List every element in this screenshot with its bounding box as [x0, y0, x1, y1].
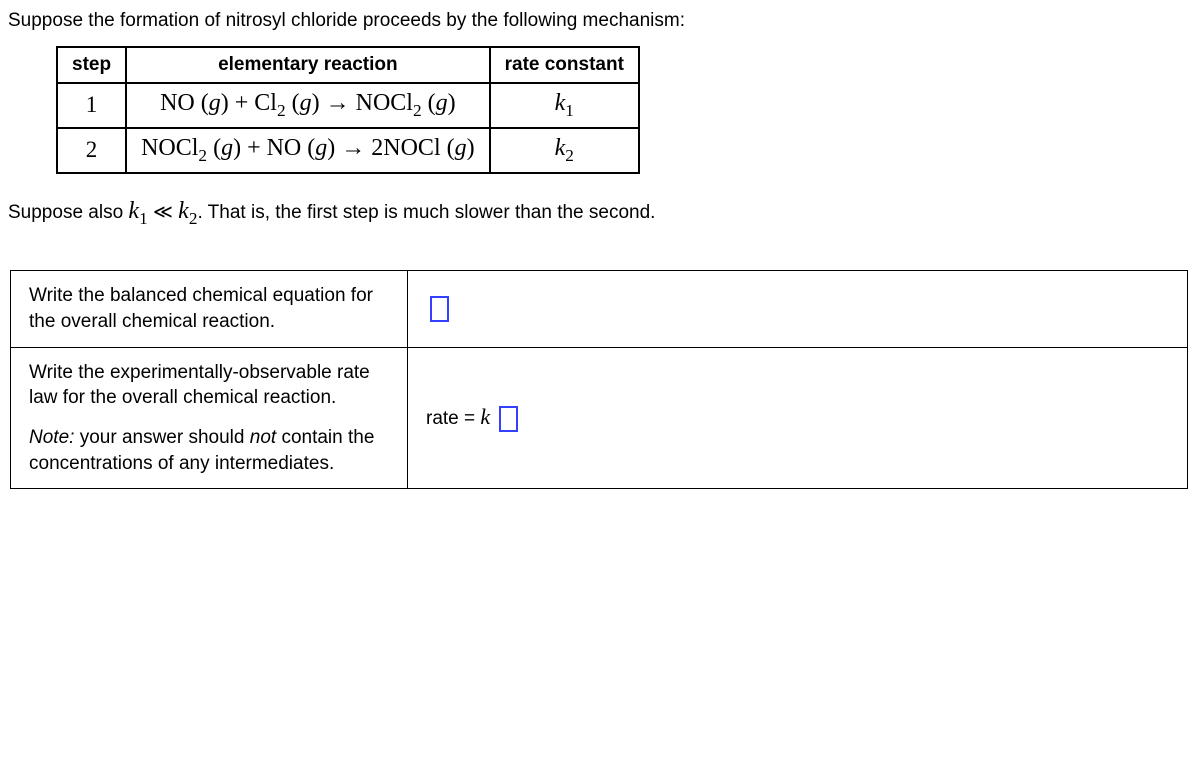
table-row: Write the experimentally-observable rate… — [11, 347, 1188, 489]
k-label: k — [480, 404, 490, 429]
table-row: 2 NOCl2 (g) + NO (g) → 2NOCl (g) k2 — [57, 128, 639, 173]
table-row: Write the balanced chemical equation for… — [11, 271, 1188, 347]
k2-var: k2 — [178, 202, 197, 223]
rate-law-response: rate = k — [408, 347, 1188, 489]
k1-var: k1 — [128, 202, 147, 223]
table-row: 1 NO (g) + Cl2 (g) → NOCl2 (g) k1 — [57, 83, 639, 128]
step-number: 1 — [57, 83, 126, 128]
suppose-suffix: . That is, the first step is much slower… — [197, 202, 655, 223]
note-text-a: your answer should — [74, 427, 249, 448]
rate-law-prompt-line1: Write the experimentally-observable rate… — [29, 360, 389, 411]
rate-constant-cell: k2 — [490, 128, 639, 173]
mechanism-table: step elementary reaction rate constant 1… — [56, 46, 640, 174]
note-not: not — [250, 427, 276, 448]
overall-equation-prompt: Write the balanced chemical equation for… — [11, 271, 408, 347]
col-step-header: step — [57, 47, 126, 83]
suppose-prefix: Suppose also — [8, 202, 128, 223]
much-less-than: ≪ — [148, 202, 178, 223]
suppose-also-text: Suppose also k1 ≪ k2. That is, the first… — [8, 198, 1192, 229]
rate-label: rate — [426, 408, 459, 429]
rate-law-note: Note: your answer should not contain the… — [29, 425, 389, 476]
overall-equation-response — [408, 271, 1188, 347]
col-reaction-header: elementary reaction — [126, 47, 490, 83]
note-label: Note: — [29, 427, 74, 448]
intro-text: Suppose the formation of nitrosyl chlori… — [8, 10, 1192, 32]
equation-input[interactable] — [430, 296, 449, 322]
rate-constant-cell: k1 — [490, 83, 639, 128]
answer-table: Write the balanced chemical equation for… — [10, 270, 1188, 489]
equals-sign: = — [459, 408, 481, 429]
rate-law-prompt: Write the experimentally-observable rate… — [11, 347, 408, 489]
reaction-cell: NOCl2 (g) + NO (g) → 2NOCl (g) — [126, 128, 490, 173]
reaction-cell: NO (g) + Cl2 (g) → NOCl2 (g) — [126, 83, 490, 128]
rate-law-input[interactable] — [499, 406, 518, 432]
col-rate-header: rate constant — [490, 47, 639, 83]
step-number: 2 — [57, 128, 126, 173]
